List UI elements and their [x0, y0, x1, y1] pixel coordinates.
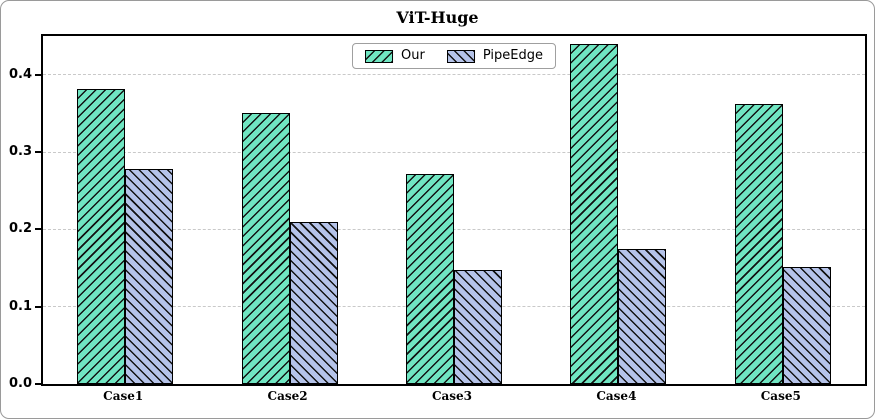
- y-tick-label-0.2: 0.2: [8, 221, 32, 237]
- bar-pipeedge-case2: [289, 222, 338, 384]
- legend-swatch-pipeedge-icon: [446, 49, 475, 63]
- plot-area: Our PipeEdge 0.0 0.1 0.2 0.3 0.4: [9, 34, 867, 391]
- y-tick-mark-0.3: [35, 151, 41, 153]
- x-tick-label-case5: Case5: [760, 389, 801, 403]
- gridline-y-0.2: [43, 228, 865, 230]
- bar-pipeedge-case3: [454, 269, 502, 384]
- legend-label-our: Our: [401, 48, 425, 63]
- legend-item-our: Our: [365, 49, 425, 63]
- bar-our-case2: [241, 112, 290, 384]
- bar-our-case1: [77, 88, 126, 384]
- chart-title: ViT-Huge: [396, 8, 479, 27]
- y-tick-mark-0.2: [35, 228, 41, 231]
- legend-label-pipeedge: PipeEdge: [482, 48, 543, 63]
- bar-pipeedge-case4: [618, 248, 667, 384]
- gridline-y-0.3: [43, 151, 865, 153]
- bar-our-case5: [734, 104, 783, 384]
- x-tick-label-case2: Case2: [267, 389, 308, 403]
- bar-pipeedge-case1: [125, 169, 174, 384]
- bar-pipeedge-case5: [782, 267, 831, 384]
- x-tick-label-case4: Case4: [596, 389, 637, 403]
- y-tick-label-0.1: 0.1: [8, 298, 32, 314]
- bar-our-case3: [406, 173, 454, 384]
- y-tick-mark-0.1: [35, 305, 41, 308]
- y-tick-mark-0.4: [35, 73, 41, 76]
- y-tick-label-0.3: 0.3: [8, 144, 32, 159]
- gridline-y-0.4: [43, 74, 865, 76]
- y-tick-mark-0.0: [35, 383, 41, 385]
- x-tick-label-case3: Case3: [431, 389, 473, 403]
- y-tick-label-0.0: 0.0: [8, 376, 32, 391]
- y-tick-label-0.4: 0.4: [8, 66, 32, 82]
- legend: Our PipeEdge: [352, 43, 556, 69]
- legend-item-pipeedge: PipeEdge: [446, 48, 543, 63]
- x-axis-labels: Case1 Case2 Case3 Case4 Case5: [41, 389, 867, 407]
- legend-swatch-our-icon: [365, 49, 394, 63]
- x-tick-label-case1: Case1: [103, 389, 144, 403]
- bar-our-case4: [570, 43, 619, 384]
